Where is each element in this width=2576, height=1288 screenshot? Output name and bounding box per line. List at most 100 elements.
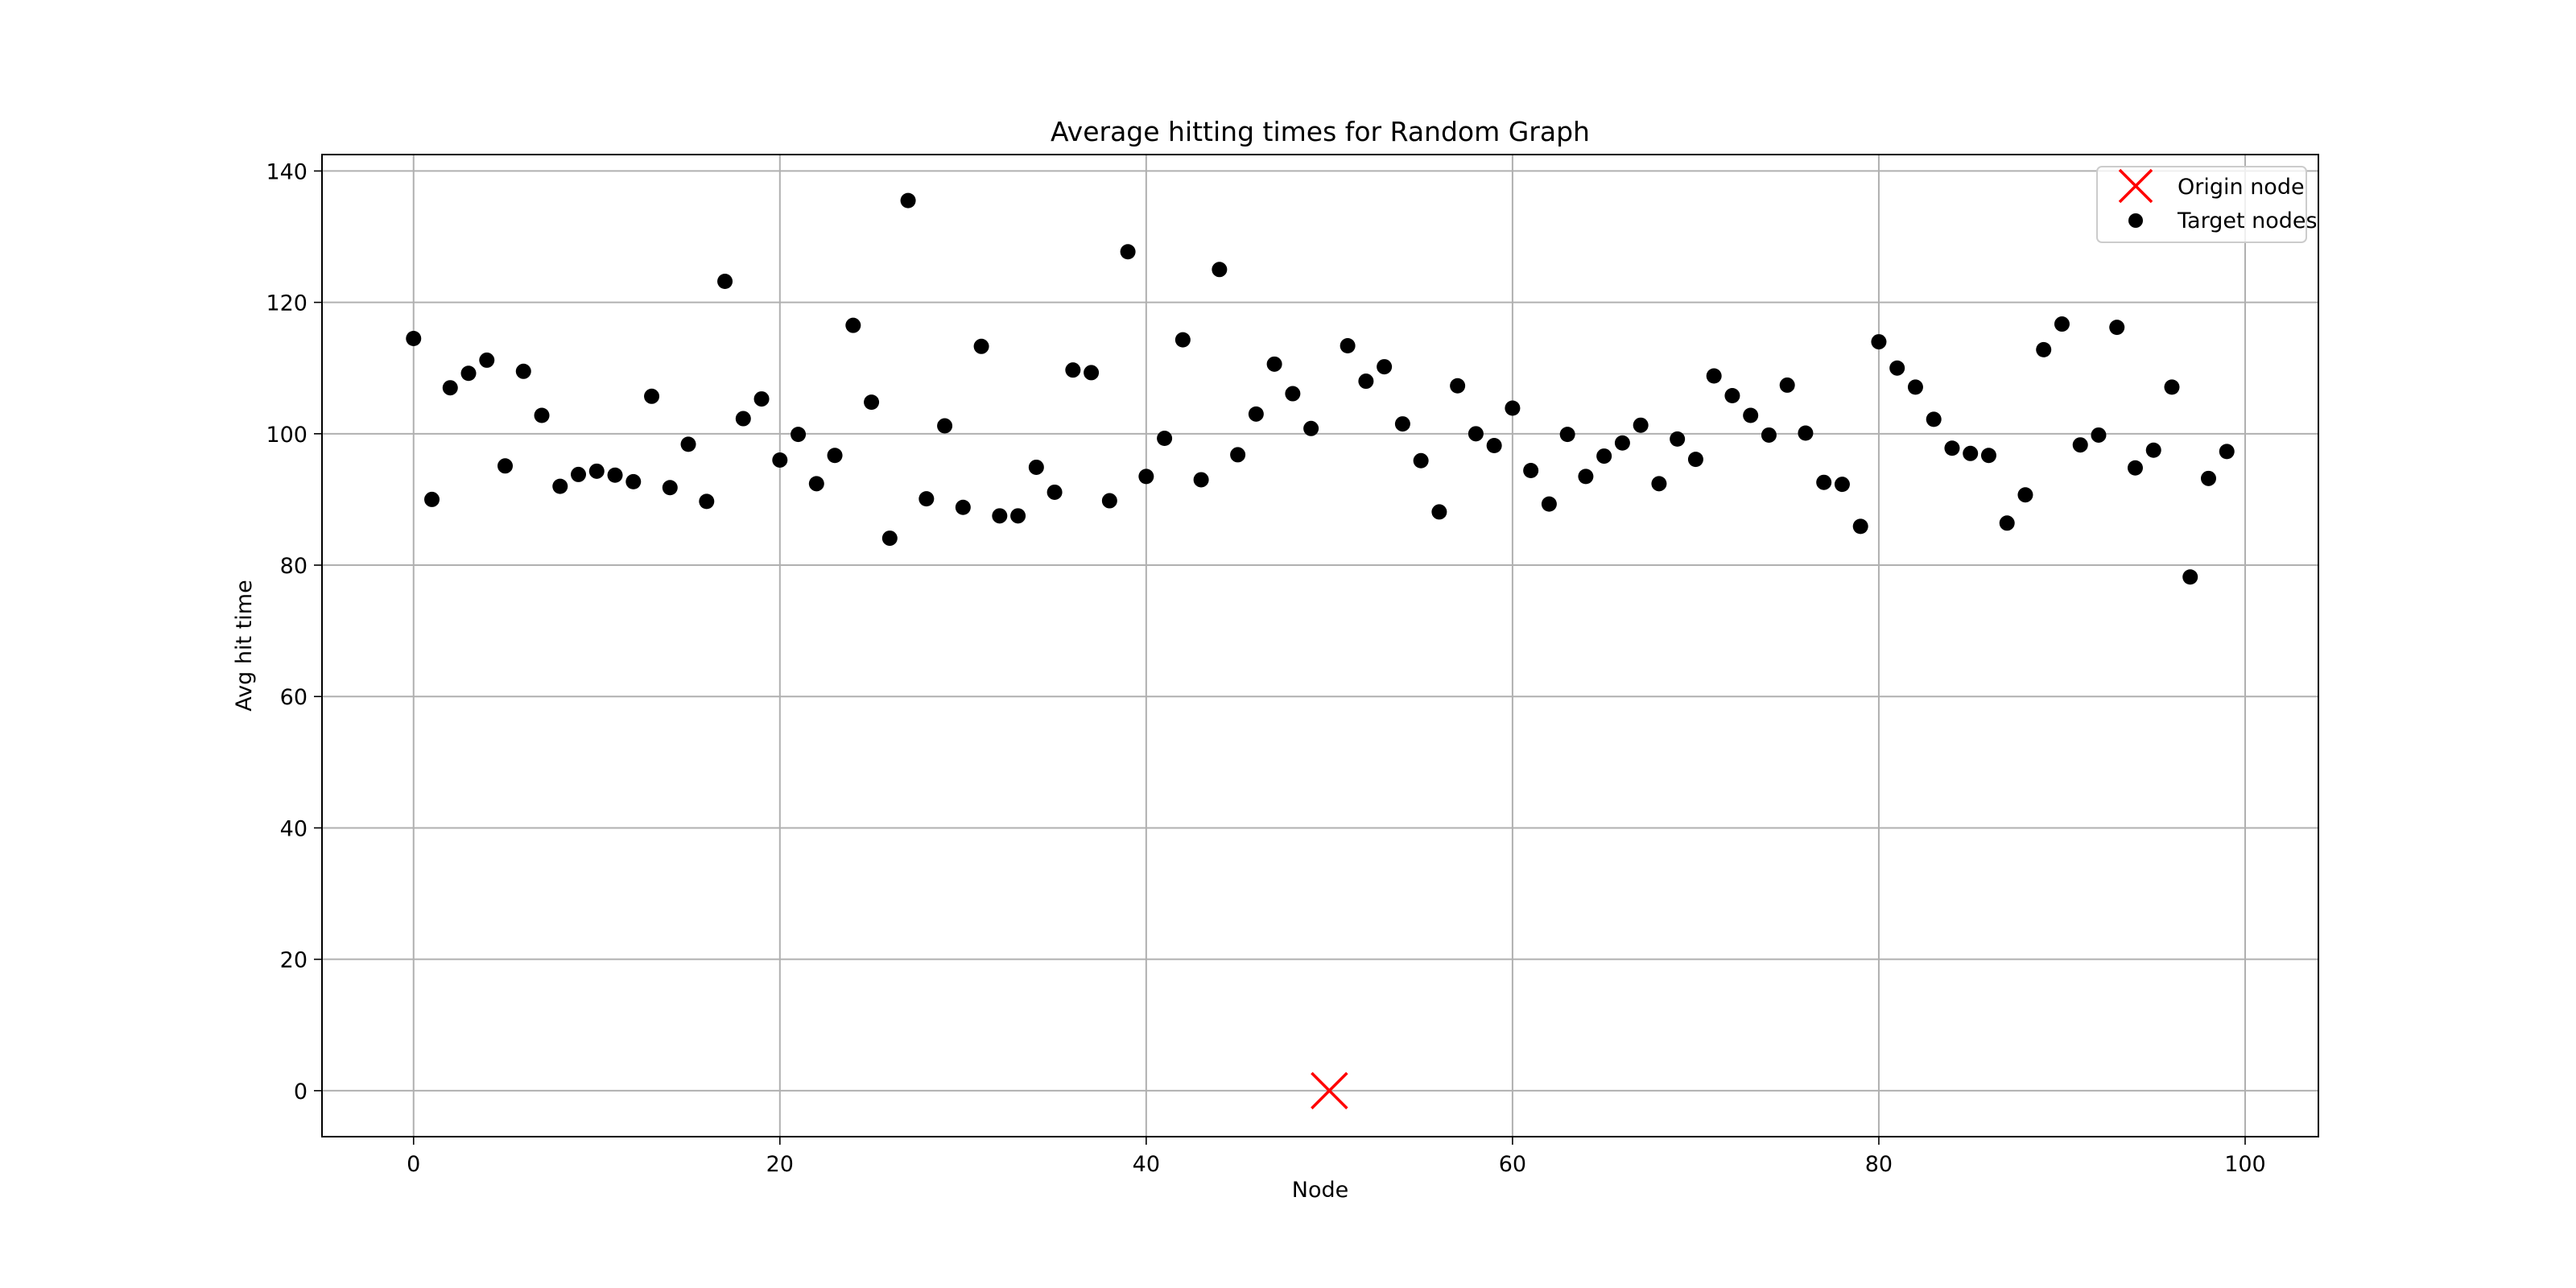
target-node-point (1852, 518, 1868, 535)
target-node-point (2127, 460, 2143, 476)
target-node-point (1413, 452, 1429, 469)
target-node-point (2164, 379, 2180, 395)
target-node-point (1761, 427, 1777, 443)
target-node-point (864, 394, 880, 411)
target-node-point (1174, 332, 1191, 348)
target-node-point (1980, 448, 1996, 464)
x-tick-label: 40 (1133, 1152, 1160, 1177)
target-node-point (607, 467, 623, 483)
y-tick-label: 60 (280, 685, 308, 710)
y-tick-label: 20 (280, 948, 308, 973)
target-node-point (625, 473, 642, 489)
target-node-point (1614, 435, 1630, 451)
target-node-point (1926, 411, 1942, 427)
target-node-point (1065, 362, 1081, 378)
target-node-point (1046, 484, 1063, 500)
target-node-point (973, 338, 989, 354)
legend-box (2096, 166, 2307, 243)
target-node-point (1266, 356, 1282, 372)
target-node-point (1193, 472, 1209, 488)
target-node-point (1541, 496, 1557, 512)
legend-label-origin: Origin node (2178, 175, 2305, 200)
target-node-point (662, 480, 678, 496)
target-node-point (1358, 374, 1374, 390)
target-node-point (534, 407, 550, 423)
target-node-point (588, 463, 605, 479)
target-node-point (1706, 368, 1722, 384)
target-node-point (1889, 360, 1905, 376)
target-node-point (424, 491, 440, 507)
plot-points (406, 192, 2235, 1110)
legend-origin-marker (2118, 168, 2153, 204)
target-node-point (2017, 487, 2033, 503)
target-node-point (1340, 337, 1356, 353)
target-node-point (1303, 420, 1319, 436)
target-node-point (881, 530, 898, 547)
target-node-point (1559, 427, 1575, 443)
target-node-point (1010, 508, 1026, 524)
target-node-point (552, 478, 568, 494)
origin-node-marker (1311, 1071, 1348, 1110)
target-node-point (2145, 442, 2161, 458)
target-node-point (644, 388, 660, 404)
target-node-point (2219, 444, 2235, 460)
target-node-point (717, 273, 733, 289)
target-node-point (1999, 515, 2015, 531)
plot-area-frame (321, 154, 2319, 1137)
target-node-point (1505, 400, 1521, 416)
grid (322, 155, 2318, 1137)
target-node-point (1944, 440, 1960, 456)
y-tick-label: 120 (266, 291, 308, 316)
target-node-point (1779, 377, 1795, 393)
target-node-point (808, 476, 824, 492)
x-axis-title: Node (1292, 1178, 1348, 1203)
target-node-point (406, 330, 422, 346)
legend-target-marker (2128, 213, 2143, 228)
target-node-point (772, 452, 788, 468)
target-node-point (1468, 426, 1484, 442)
target-node-point (1212, 262, 1228, 278)
target-node-point (900, 192, 916, 208)
target-node-point (2091, 427, 2107, 443)
target-node-point (1230, 447, 1246, 463)
target-node-point (1963, 445, 1979, 461)
target-node-point (1798, 425, 1814, 441)
chart-title: Average hitting times for Random Graph (1051, 116, 1590, 147)
target-node-point (1101, 493, 1117, 509)
target-node-point (1138, 469, 1154, 485)
y-tick-label: 80 (280, 554, 308, 579)
target-node-point (2200, 470, 2216, 486)
target-node-point (1157, 431, 1173, 447)
x-tick-label: 20 (766, 1152, 794, 1177)
target-node-point (2182, 569, 2198, 585)
axis-ticks: 0 20 40 60 80 100 0 20 40 60 80 100 120 140 (266, 159, 2265, 1177)
target-node-point (1651, 476, 1667, 492)
target-node-point (2036, 341, 2052, 357)
target-node-point (515, 363, 531, 379)
target-node-point (497, 458, 514, 474)
target-node-point (1596, 448, 1612, 464)
target-node-point (1687, 452, 1703, 468)
target-node-point (1633, 417, 1649, 433)
legend: Origin node Target nodes (2096, 166, 2318, 243)
target-node-point (753, 391, 770, 407)
target-node-point (1377, 359, 1393, 375)
target-node-point (2109, 320, 2125, 336)
target-node-point (2054, 316, 2070, 332)
target-node-point (1028, 459, 1044, 475)
target-node-point (1834, 477, 1850, 493)
target-node-point (460, 365, 477, 382)
y-tick-label: 40 (280, 816, 308, 841)
x-tick-label: 100 (2224, 1152, 2266, 1177)
target-node-point (1871, 334, 1887, 350)
target-node-point (479, 352, 495, 368)
target-node-point (845, 317, 861, 333)
target-node-point (1816, 474, 1832, 490)
target-node-point (1084, 365, 1100, 381)
y-tick-label: 140 (266, 159, 308, 184)
x-tick-label: 0 (407, 1152, 420, 1177)
target-node-point (1394, 416, 1410, 432)
target-node-point (1120, 244, 1136, 260)
y-tick-label: 0 (294, 1080, 308, 1104)
target-node-point (680, 436, 696, 452)
